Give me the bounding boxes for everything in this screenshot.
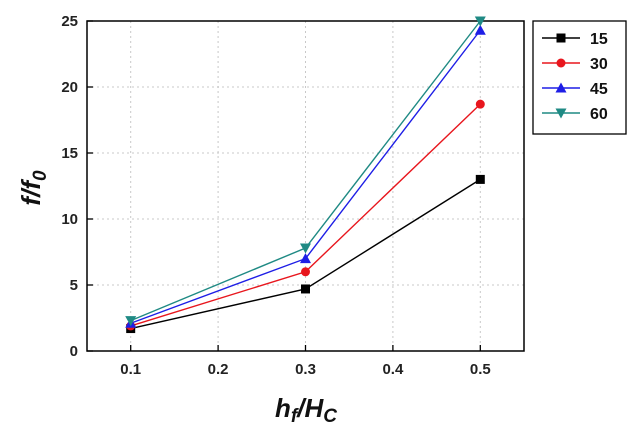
data-point-60 (474, 16, 486, 27)
x-tick-label: 0.5 (470, 361, 491, 378)
data-point-60 (300, 243, 311, 254)
legend: 15 30 45 60 (532, 20, 627, 135)
legend-box (532, 20, 627, 135)
data-point-15 (475, 174, 485, 184)
x-axis-title: hf/HC (275, 393, 337, 427)
axis-ticks: 0.1 0.2 0.3 0.4 0.5 0 5 10 15 20 25 (61, 13, 490, 378)
y-tick-label: 5 (70, 277, 78, 294)
x-axis-title-f: f (291, 406, 299, 427)
x-axis-title-slash-h: /H (296, 393, 324, 423)
y-axis-title-sub: 0 (30, 170, 51, 181)
legend-label-60: 60 (590, 106, 608, 123)
y-tick-label: 20 (61, 79, 78, 96)
legend-label-45: 45 (590, 81, 608, 98)
y-axis-title-main: f/f (16, 179, 46, 206)
x-axis-title-c: C (323, 406, 337, 427)
legend-label-30: 30 (590, 56, 608, 73)
legend-label-15: 15 (590, 31, 608, 48)
y-tick-label: 10 (61, 211, 78, 228)
x-axis-title-h: h (275, 393, 291, 423)
series-layer (125, 16, 486, 334)
legend-marker-45 (555, 82, 567, 93)
y-tick-label: 15 (61, 145, 78, 162)
y-tick-label: 25 (61, 13, 78, 30)
legend-marker-30 (556, 58, 566, 68)
grid-lines (87, 20, 524, 352)
x-tick-label: 0.2 (208, 361, 229, 378)
data-point-30 (475, 99, 485, 109)
x-tick-label: 0.1 (120, 361, 141, 378)
x-tick-label: 0.4 (382, 361, 404, 378)
data-point-60 (125, 316, 137, 327)
y-axis-title: f/f0 (16, 170, 51, 206)
data-point-30 (301, 267, 310, 277)
legend-marker-60 (555, 108, 567, 119)
data-point-45 (474, 24, 486, 35)
x-tick-label: 0.3 (295, 361, 316, 378)
y-tick-label: 0 (70, 343, 78, 360)
legend-marker-15 (556, 33, 566, 43)
data-point-45 (300, 253, 311, 264)
data-point-15 (301, 284, 310, 294)
